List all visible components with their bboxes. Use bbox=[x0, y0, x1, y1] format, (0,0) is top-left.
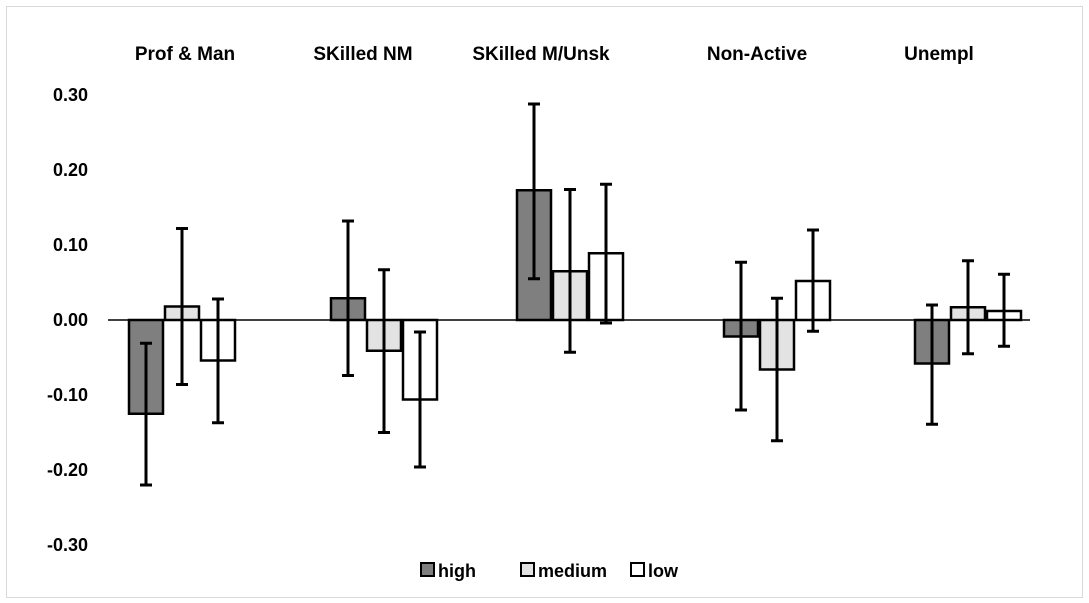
category-label: SKilled M/Unsk bbox=[472, 44, 610, 65]
y-tick-label: -0.20 bbox=[47, 460, 88, 480]
category-label: SKilled NM bbox=[313, 44, 412, 65]
y-tick-label: -0.30 bbox=[47, 535, 88, 555]
y-tick-label: 0.30 bbox=[53, 85, 88, 105]
y-tick-label: 0.00 bbox=[53, 310, 88, 330]
legend-swatch-low bbox=[630, 562, 645, 577]
category-label: Unempl bbox=[904, 44, 974, 65]
legend-label-medium: medium bbox=[538, 561, 607, 581]
legend-swatch-high bbox=[420, 562, 435, 577]
category-label: Non-Active bbox=[707, 44, 807, 65]
category-label: Prof & Man bbox=[135, 44, 235, 65]
legend-label-high: high bbox=[438, 561, 476, 581]
y-tick-label: 0.20 bbox=[53, 160, 88, 180]
legend-label-low: low bbox=[648, 561, 679, 581]
y-tick-label: 0.10 bbox=[53, 235, 88, 255]
legend-swatch-medium bbox=[520, 562, 535, 577]
y-tick-label: -0.10 bbox=[47, 385, 88, 405]
